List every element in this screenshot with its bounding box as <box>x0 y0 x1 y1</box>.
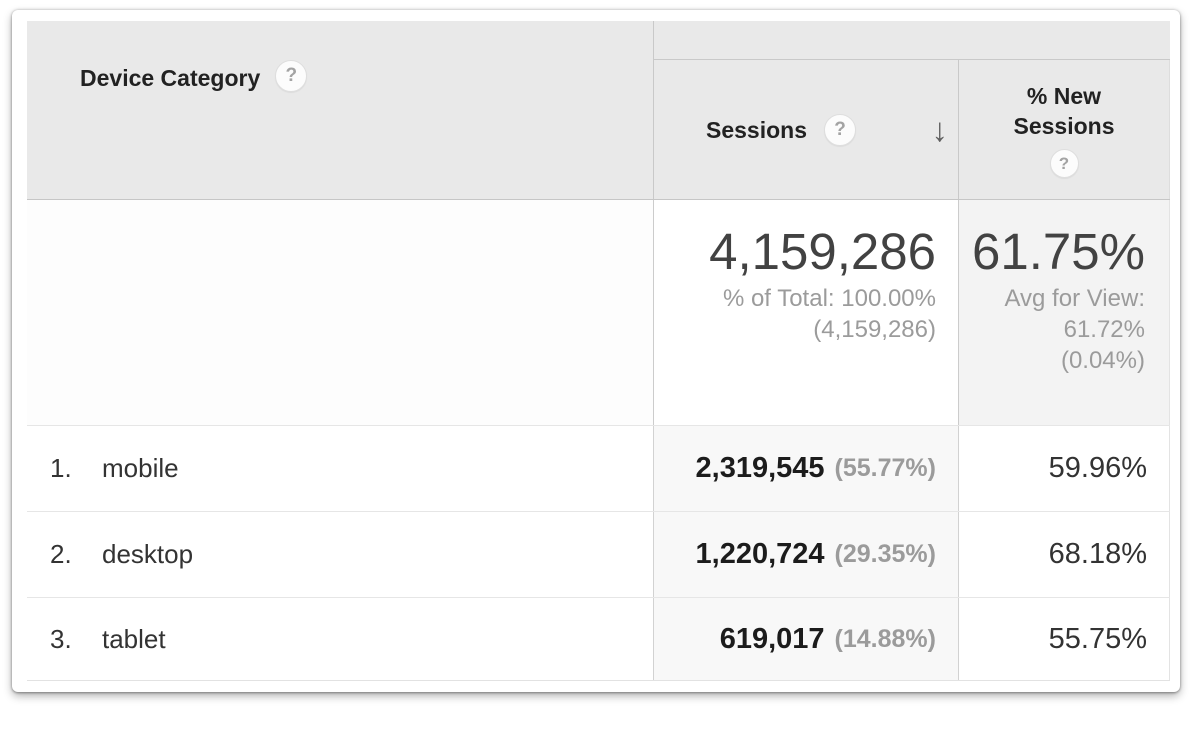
new-sessions-value: 59.96% <box>1048 452 1147 484</box>
metric-header-row: Sessions ? ↓ % New Sessions ? <box>653 60 1170 199</box>
row-index: 2. <box>50 539 72 569</box>
table-row: 2. desktop 1,220,724 (29.35%) 68.18% <box>27 511 1170 597</box>
help-icon[interactable]: ? <box>824 113 856 146</box>
sessions-cell: 619,017 (14.88%) <box>653 598 958 680</box>
sessions-total-subtext: % of Total: 100.00% (4,159,286) <box>722 285 936 343</box>
help-icon[interactable]: ? <box>275 60 308 92</box>
totals-row: 4,159,286 % of Total: 100.00% (4,159,286… <box>27 200 1170 425</box>
sort-descending-icon: ↓ <box>931 111 949 148</box>
sessions-cell: 2,319,545 (55.77%) <box>653 426 958 511</box>
device-label: tablet <box>102 623 166 654</box>
totals-dimension-cell <box>27 200 653 425</box>
new-sessions-total-subtext: Avg for View: 61.72% (0.04%) <box>1004 285 1145 374</box>
row-index: 1. <box>50 453 72 483</box>
device-cell: 3. tablet <box>27 598 653 680</box>
sessions-header-label: Sessions <box>706 116 807 143</box>
sessions-total-value: 4,159,286 <box>709 223 936 280</box>
column-header-device-category[interactable]: Device Category ? <box>27 21 653 199</box>
new-sessions-header-label: % New Sessions <box>1013 83 1115 139</box>
report-card: Device Category ? Sessions ? ↓ % New Ses… <box>12 10 1180 692</box>
table-header: Device Category ? Sessions ? ↓ % New Ses… <box>27 21 1170 200</box>
device-label: mobile <box>102 453 179 483</box>
device-cell: 2. desktop <box>27 512 653 597</box>
totals-new-sessions-cell: 61.75% Avg for View: 61.72% (0.04%) <box>958 200 1170 425</box>
table-row: 1. mobile 2,319,545 (55.77%) 59.96% <box>27 425 1170 511</box>
metric-group-band <box>653 21 1170 60</box>
new-sessions-value: 55.75% <box>1048 622 1147 655</box>
new-sessions-total-value: 61.75% <box>972 223 1145 280</box>
device-cell: 1. mobile <box>27 426 653 511</box>
sessions-percent: (14.88%) <box>834 624 936 653</box>
totals-sessions-cell: 4,159,286 % of Total: 100.00% (4,159,286… <box>653 200 958 425</box>
sessions-value: 1,220,724 <box>695 538 825 570</box>
new-sessions-cell: 55.75% <box>958 598 1170 680</box>
column-header-sessions[interactable]: Sessions ? ↓ <box>653 60 958 199</box>
device-category-header-label: Device Category <box>80 65 261 91</box>
help-icon[interactable]: ? <box>1049 149 1079 178</box>
metric-header-group: Sessions ? ↓ % New Sessions ? <box>653 21 1170 199</box>
new-sessions-cell: 68.18% <box>958 512 1170 597</box>
sessions-cell: 1,220,724 (29.35%) <box>653 512 958 597</box>
sessions-percent: (29.35%) <box>834 540 936 568</box>
table-row: 3. tablet 619,017 (14.88%) 55.75% <box>27 597 1170 681</box>
device-label: desktop <box>102 539 194 569</box>
sessions-value: 2,319,545 <box>695 452 825 484</box>
sessions-value: 619,017 <box>719 622 825 655</box>
new-sessions-value: 68.18% <box>1048 538 1147 570</box>
column-header-new-sessions[interactable]: % New Sessions ? <box>958 60 1170 199</box>
device-category-table: Device Category ? Sessions ? ↓ % New Ses… <box>27 21 1170 681</box>
row-index: 3. <box>50 623 72 654</box>
new-sessions-cell: 59.96% <box>958 426 1170 511</box>
sessions-percent: (55.77%) <box>834 454 936 482</box>
